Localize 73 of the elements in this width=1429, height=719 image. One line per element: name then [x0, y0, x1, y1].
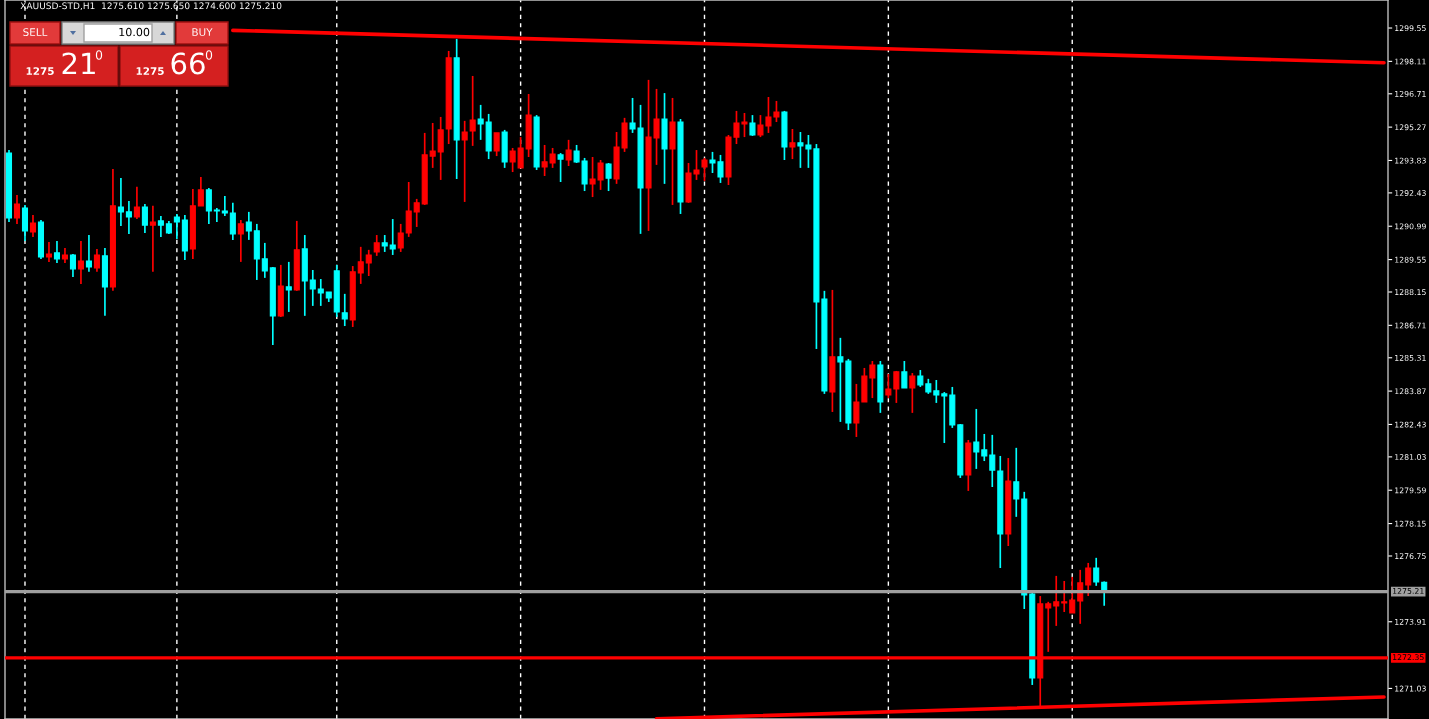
candlestick — [309, 269, 316, 307]
candlestick — [557, 152, 564, 183]
candlestick — [221, 195, 228, 217]
candlestick — [1061, 580, 1068, 613]
candlestick — [885, 373, 892, 399]
annotation: 21 — [62, 52, 95, 75]
candlestick — [213, 207, 220, 223]
candlestick — [29, 214, 37, 238]
candlestick — [933, 379, 940, 404]
candlestick — [157, 215, 164, 238]
candlestick — [133, 186, 140, 220]
candlestick — [13, 194, 21, 225]
candlestick — [365, 249, 372, 277]
annotation: 0 — [205, 50, 213, 60]
candlestick — [989, 434, 996, 488]
candlestick — [69, 253, 76, 278]
candlestick — [317, 278, 324, 307]
annotation: 0 — [95, 50, 103, 60]
candlestick — [405, 181, 412, 238]
candlestick — [341, 293, 348, 327]
candlestick — [429, 122, 436, 169]
candlestick — [197, 176, 204, 207]
candlestick — [973, 408, 980, 470]
candlestick — [1069, 575, 1076, 614]
candlestick — [1045, 600, 1052, 653]
candlestick — [357, 246, 364, 285]
annotation: BUY — [192, 28, 213, 37]
candlestick — [749, 114, 756, 137]
candlestick — [701, 157, 708, 182]
candlestick — [1013, 447, 1020, 518]
candlestick — [117, 177, 124, 227]
annotation: 1275 — [26, 67, 54, 76]
candlestick — [461, 120, 468, 203]
chart-title: XAUUSD-STD,H1 1275.610 1275.650 1274.600 1275.210 — [20, 2, 282, 11]
candlestick — [1053, 575, 1060, 627]
candlestick — [141, 203, 148, 234]
candlestick — [53, 240, 60, 264]
candlestick — [125, 200, 132, 235]
candlestick — [565, 139, 572, 167]
candlestick — [901, 360, 908, 389]
candlestick — [893, 370, 900, 404]
candlestick — [493, 132, 500, 157]
candlestick — [1085, 562, 1092, 597]
annotation: 66 — [171, 52, 205, 75]
candlestick — [85, 234, 92, 273]
candlestick — [941, 391, 948, 444]
candlestick — [981, 433, 988, 462]
candlestick — [205, 187, 212, 225]
candlestick — [229, 202, 236, 241]
candlestick — [93, 248, 100, 273]
candlestick — [285, 261, 292, 313]
candlestick — [389, 218, 396, 256]
candlestick — [605, 162, 612, 192]
candlestick — [437, 116, 444, 181]
candlestick — [77, 240, 84, 285]
candlestick — [245, 211, 252, 241]
candlestick — [477, 104, 484, 141]
candlestick — [469, 75, 476, 147]
candlestick — [173, 213, 180, 240]
candlestick — [397, 223, 404, 253]
candlestick — [413, 198, 420, 228]
annotation: SELL — [23, 28, 48, 37]
candlestick — [909, 372, 916, 414]
annotation: 1275 — [136, 67, 164, 76]
candlestick — [149, 205, 156, 273]
candlestick — [237, 219, 244, 263]
candlestick — [789, 128, 796, 160]
candlestick — [373, 234, 380, 257]
candlestick — [45, 241, 53, 263]
annotation: 10.00 — [119, 27, 150, 37]
candlestick — [21, 204, 29, 242]
candlestick — [1093, 556, 1100, 587]
candlestick — [261, 242, 268, 279]
